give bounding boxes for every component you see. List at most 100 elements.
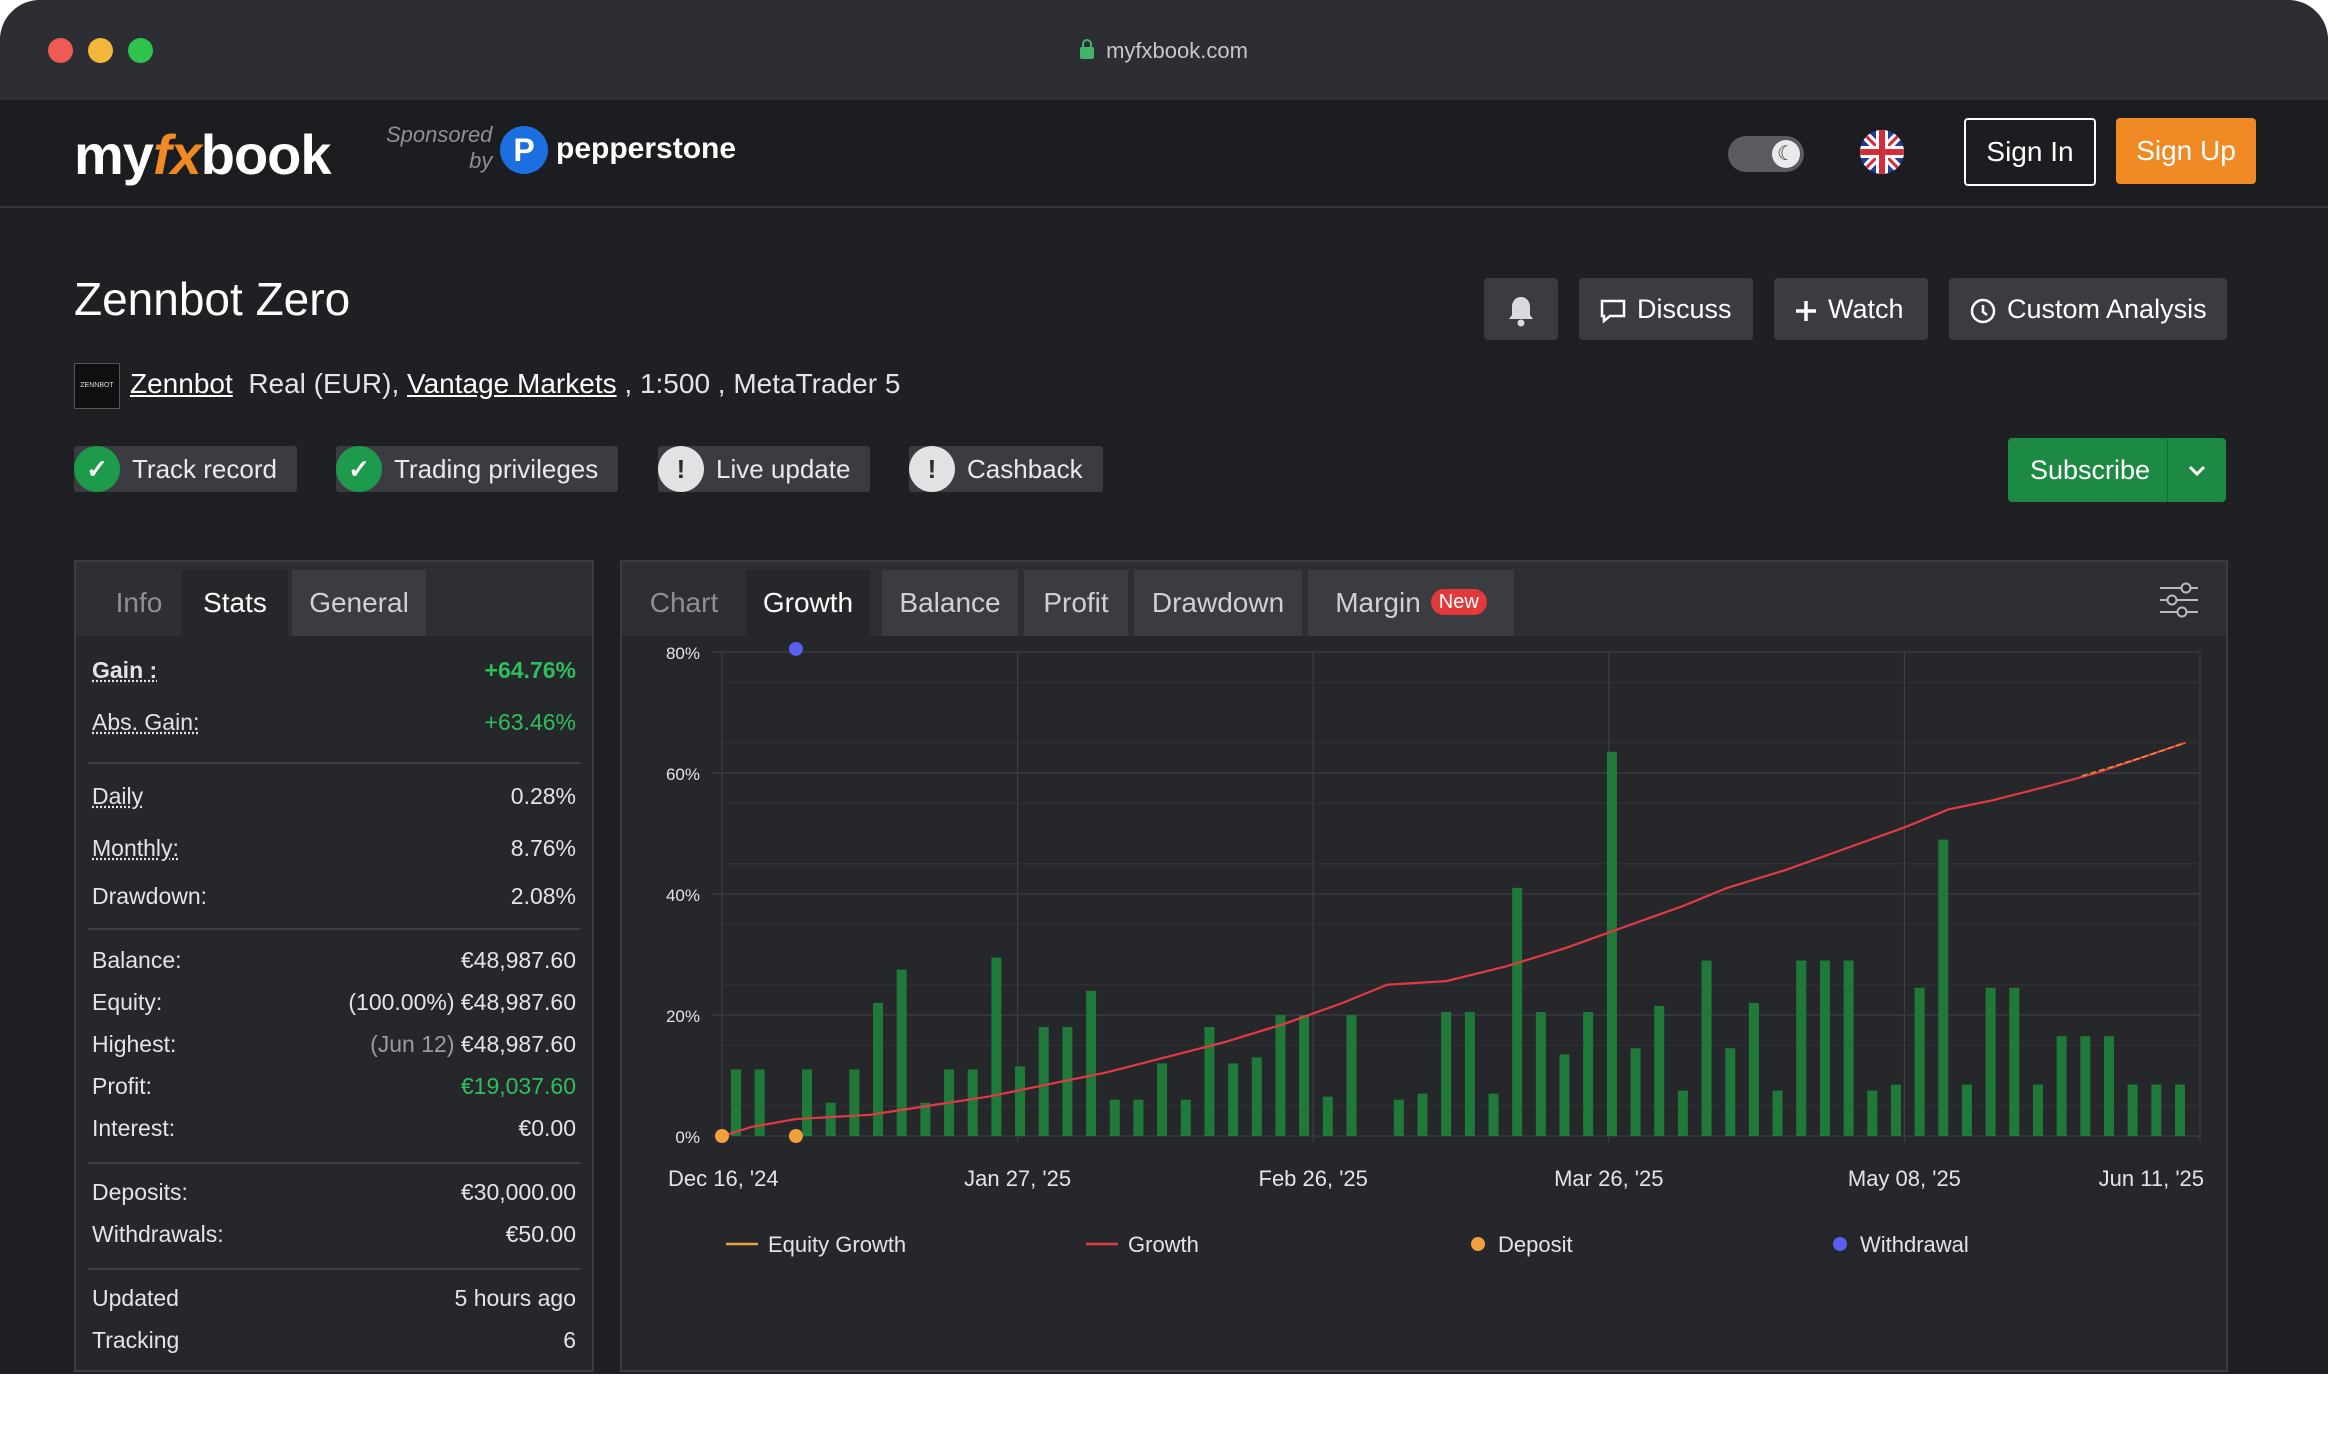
discuss-button[interactable]: Discuss xyxy=(1579,278,1753,340)
logo-part: fx xyxy=(152,123,202,186)
sign-up-button[interactable]: Sign Up xyxy=(2116,118,2256,184)
growth-bar xyxy=(1109,1099,1120,1136)
growth-bar xyxy=(967,1069,978,1136)
growth-bar xyxy=(1843,960,1854,1136)
broker-link[interactable]: Vantage Markets xyxy=(407,368,617,399)
close-window-button[interactable] xyxy=(48,38,73,63)
growth-bar xyxy=(1819,960,1830,1136)
growth-bar xyxy=(849,1069,860,1136)
tab-chart[interactable]: Chart xyxy=(649,587,719,618)
tab-margin-label: Margin xyxy=(1335,587,1421,618)
growth-bar xyxy=(2127,1084,2138,1136)
stat-value: 8.76% xyxy=(510,835,576,861)
stat-label[interactable]: Abs. Gain: xyxy=(92,709,200,735)
growth-bar xyxy=(825,1102,836,1136)
growth-bar xyxy=(1322,1096,1333,1136)
divider xyxy=(88,762,580,764)
url-text: myfxbook.com xyxy=(1106,38,1248,63)
sponsored-line: by xyxy=(469,148,493,173)
badge-trading-privileges[interactable]: ✓ Trading privileges xyxy=(336,446,619,492)
badge-cashback[interactable]: ! Cashback xyxy=(909,446,1103,492)
tab-stats[interactable]: Stats xyxy=(182,570,288,636)
growth-chart[interactable]: 0% 20% 40% 60% 80% Dec 16, '24 Jan 27, '25 Feb … xyxy=(622,638,2226,1368)
growth-bar xyxy=(1157,1063,1168,1136)
tab-growth[interactable]: Growth xyxy=(746,570,870,636)
badge-live-update[interactable]: ! Live update xyxy=(658,446,871,492)
stat-label[interactable]: Gain : xyxy=(92,657,158,683)
maximize-window-button[interactable] xyxy=(128,38,153,63)
stat-label[interactable]: Monthly: xyxy=(92,835,179,861)
y-tick-label: 20% xyxy=(666,1007,700,1026)
subscribe-label: Subscribe xyxy=(2030,455,2151,485)
exclamation-icon: ! xyxy=(909,446,955,492)
stat-label[interactable]: Daily xyxy=(92,783,144,809)
check-icon: ✓ xyxy=(336,446,382,492)
subscribe-button[interactable]: Subscribe xyxy=(2008,438,2226,502)
stat-value: 5 hours ago xyxy=(454,1285,576,1311)
legend-withdrawal-swatch xyxy=(1833,1237,1847,1251)
growth-bar xyxy=(1180,1099,1191,1136)
address-bar[interactable]: myfxbook.com xyxy=(0,38,2328,64)
logo-part: my xyxy=(74,123,154,186)
chevron-down-icon[interactable] xyxy=(2167,438,2226,502)
tab-general[interactable]: General xyxy=(292,570,426,636)
stat-value: (Jun 12) €48,987.60 xyxy=(370,1024,576,1064)
uk-flag-icon[interactable] xyxy=(1860,130,1904,174)
growth-bar xyxy=(1725,1048,1736,1136)
stat-value: 6 xyxy=(563,1327,576,1353)
sponsored-line: Sponsored xyxy=(386,122,493,147)
stat-label: Drawdown: xyxy=(92,883,208,909)
divider xyxy=(88,928,580,930)
growth-bar xyxy=(1441,1011,1452,1136)
pepperstone-name[interactable]: pepperstone xyxy=(556,132,737,165)
growth-bar xyxy=(1204,1027,1215,1136)
tab-margin[interactable]: Margin New xyxy=(1308,570,1514,636)
custom-analysis-button[interactable]: Custom Analysis xyxy=(1949,278,2227,340)
growth-bar xyxy=(1654,1005,1665,1136)
minimize-window-button[interactable] xyxy=(88,38,113,63)
stat-value: (100.00%) €48,987.60 xyxy=(348,989,576,1015)
pepperstone-logo-icon[interactable]: P xyxy=(500,126,548,174)
owner-avatar[interactable]: ZENNBOT xyxy=(74,362,120,409)
growth-bar xyxy=(1796,960,1807,1136)
growth-bar xyxy=(1038,1027,1049,1136)
y-tick-label: 40% xyxy=(666,886,700,905)
highest-date: (Jun 12) xyxy=(370,1031,455,1057)
stat-label: Balance: xyxy=(92,947,182,973)
growth-bar xyxy=(1535,1011,1546,1136)
moon-icon: ☾ xyxy=(1772,140,1800,168)
sign-in-button[interactable]: Sign In xyxy=(1964,118,2096,186)
growth-bar xyxy=(1133,1099,1144,1136)
plus-icon xyxy=(1794,278,1818,340)
tab-profit[interactable]: Profit xyxy=(1024,570,1128,636)
alert-button[interactable] xyxy=(1484,278,1558,340)
stat-value: €30,000.00 xyxy=(460,1179,576,1205)
legend-label: Equity Growth xyxy=(768,1232,906,1257)
sliders-icon[interactable] xyxy=(2158,580,2200,620)
tab-drawdown[interactable]: Drawdown xyxy=(1134,570,1302,636)
dark-mode-toggle[interactable]: ☾ xyxy=(1728,136,1804,172)
watch-button[interactable]: Watch xyxy=(1774,278,1928,340)
tab-info[interactable]: Info xyxy=(115,587,163,618)
y-tick-label: 60% xyxy=(666,765,700,784)
new-badge: New xyxy=(1430,589,1487,615)
stat-value: €0.00 xyxy=(518,1115,576,1141)
divider xyxy=(88,1268,580,1270)
stat-highest: Highest: (Jun 12) €48,987.60 xyxy=(92,1024,576,1064)
x-tick-label: Feb 26, '25 xyxy=(1259,1166,1368,1191)
account-type: Real (EUR), xyxy=(248,368,400,399)
growth-bar xyxy=(1985,987,1996,1136)
growth-bar xyxy=(1346,1015,1357,1136)
x-tick-label: Jun 11, '25 xyxy=(2099,1166,2204,1191)
badge-track-record[interactable]: ✓ Track record xyxy=(74,446,297,492)
y-tick-label: 0% xyxy=(675,1128,700,1147)
chat-icon xyxy=(1599,278,1627,340)
growth-bar xyxy=(1867,1090,1878,1136)
growth-bar xyxy=(1583,1011,1594,1136)
tab-balance[interactable]: Balance xyxy=(882,570,1018,636)
growth-bar xyxy=(1275,1015,1286,1136)
myfxbook-logo[interactable]: myfxbook xyxy=(74,122,331,187)
owner-link[interactable]: Zennbot xyxy=(130,368,233,399)
growth-bar xyxy=(1772,1090,1783,1136)
growth-bar xyxy=(2151,1084,2162,1136)
